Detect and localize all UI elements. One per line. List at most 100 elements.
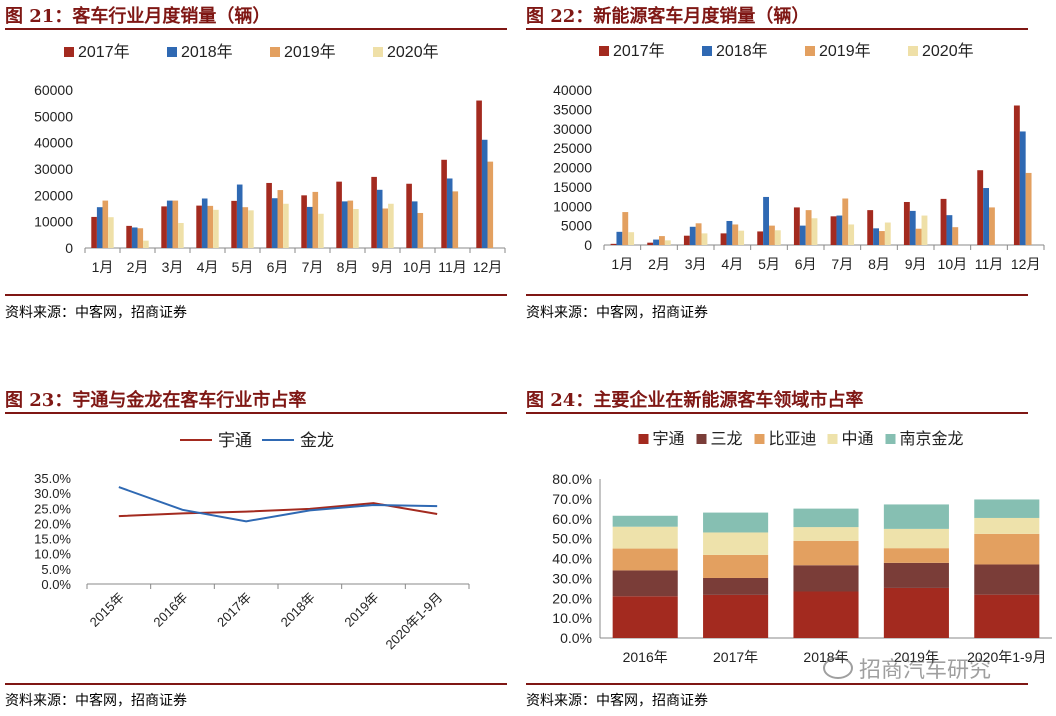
bar (376, 189, 383, 248)
y-tick-label: 5000 (561, 218, 592, 234)
y-tick-label: 10.0% (34, 547, 71, 562)
bar (946, 215, 953, 245)
watermark: 招商汽车研究 (823, 652, 991, 684)
bar (382, 208, 389, 248)
source-note: 资料来源：中客网，招商证券 (526, 693, 708, 709)
x-tick-label: 2016年 (150, 590, 190, 630)
legend-swatch (638, 434, 649, 444)
x-tick-label: 8月 (868, 256, 890, 272)
y-tick-label: 80.0% (552, 471, 592, 487)
title-rule (5, 28, 507, 30)
bar (388, 203, 394, 248)
stacked-bar-segment (974, 594, 1040, 638)
legend-swatch (696, 434, 707, 444)
y-tick-label: 0.0% (41, 577, 71, 592)
stacked-bar-segment (883, 548, 949, 563)
y-tick-label: 60.0% (552, 511, 592, 527)
stacked-bar-segment (793, 565, 859, 592)
bar (909, 210, 916, 245)
y-tick-label: 20000 (553, 160, 592, 176)
legend-swatch (754, 434, 765, 444)
bar (659, 236, 665, 245)
bar-chart-nev-bus-sales: 2017年 2018年 2019年 2020年 0 5000 10000 15000 20000… (553, 42, 1045, 272)
x-tick-label: 12月 (473, 259, 503, 275)
x-tick-label: 5月 (232, 259, 254, 275)
bar (231, 200, 237, 248)
bar (131, 227, 138, 248)
bar (848, 224, 855, 245)
legend-label: 2019年 (819, 42, 871, 60)
y-tick-label: 40000 (34, 135, 73, 151)
y-tick-label: 25000 (553, 140, 592, 156)
stacked-bar-segment (974, 564, 1040, 595)
x-tick-label: 1月 (611, 256, 633, 272)
legend-swatch (64, 47, 74, 57)
stacked-bar-segment (703, 554, 769, 578)
x-tick-label: 9月 (372, 259, 394, 275)
bar (301, 195, 307, 248)
stacked-bar-segment (793, 591, 859, 638)
x-tick-label: 4月 (721, 256, 743, 272)
y-tick-label: 30000 (553, 121, 592, 137)
x-tick-label: 3月 (162, 259, 184, 275)
bar (879, 231, 885, 245)
bar (732, 224, 739, 245)
bar (757, 231, 764, 245)
bar (616, 231, 623, 245)
bar-chart-monthly-bus-sales: 2017年 2018年 2019年 2020年 0 10000 20000 30000 4000… (34, 43, 506, 275)
bar (726, 220, 733, 245)
bar (689, 226, 696, 245)
bar (738, 230, 745, 245)
bar (695, 223, 702, 245)
bar (1025, 172, 1032, 245)
bar (647, 242, 654, 245)
stacked-bar-segment (612, 526, 678, 549)
legend-label: 2018年 (716, 42, 768, 60)
bar (353, 209, 359, 248)
bar (242, 207, 249, 248)
y-tick-label: 40.0% (552, 551, 592, 567)
bar (207, 205, 214, 248)
x-tick-label: 2020年1-9月 (383, 590, 446, 653)
wechat-icon (823, 657, 853, 679)
bar (763, 196, 769, 245)
bar (774, 230, 781, 245)
legend-swatch (270, 47, 280, 57)
source-note: 资料来源：中客网，招商证券 (5, 305, 187, 321)
legend-swatch (908, 46, 918, 56)
bar (811, 218, 818, 245)
y-tick-label: 50.0% (552, 531, 592, 547)
legend-swatch (373, 47, 383, 57)
stacked-bar-segment (612, 548, 678, 571)
x-tick-label: 8月 (337, 259, 359, 275)
stacked-bar-segment (974, 533, 1040, 565)
bar (1013, 105, 1020, 245)
figure-title: 图 24：主要企业在新能源客车领域市占率 (526, 390, 864, 411)
bar (653, 239, 659, 245)
panel-fig23: 图 23：宇通与金龙在客车行业市占率 宇通 金龙 0.0% 5.0% 10.0% 15.0… (5, 384, 507, 716)
stacked-bar-segment (793, 508, 859, 528)
legend-label: 2018年 (181, 43, 233, 61)
series-line (118, 486, 438, 523)
bar (842, 198, 849, 245)
bar (271, 198, 278, 248)
panel-fig22: 图 22：新能源客车月度销量（辆） 2017年 2018年 2019年 2020年 0 5… (526, 0, 1045, 330)
x-tick-label: 11月 (438, 259, 467, 275)
y-tick-label: 10000 (553, 198, 592, 214)
bar (172, 200, 179, 248)
source-rule (526, 683, 1028, 685)
x-tick-label: 10月 (403, 259, 433, 275)
bar (306, 206, 313, 248)
stacked-bar-segment (703, 594, 769, 638)
bar (411, 201, 418, 248)
bar (108, 217, 114, 248)
source-rule (5, 683, 507, 685)
bar (441, 159, 447, 248)
bar (277, 190, 284, 248)
x-tick-label: 11月 (975, 256, 1004, 272)
x-tick-label: 1月 (92, 259, 114, 275)
x-tick-label: 2020年1-9月 (967, 649, 1046, 665)
y-tick-label: 20000 (34, 187, 73, 203)
bar (318, 213, 324, 248)
y-tick-label: 50000 (34, 108, 73, 124)
